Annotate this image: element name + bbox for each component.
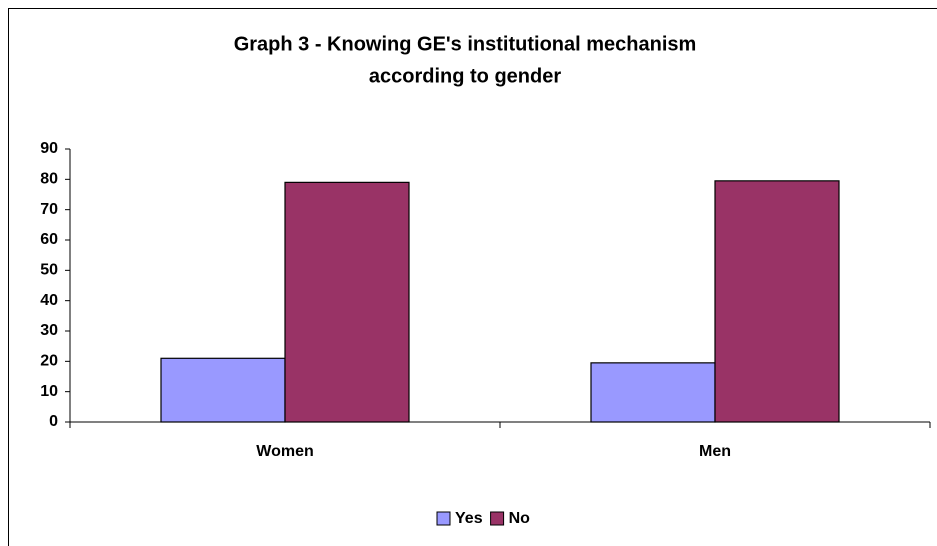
- bar: [714, 180, 840, 423]
- legend-label: No: [509, 510, 531, 527]
- legend-swatch: [436, 511, 451, 526]
- legend-label: Yes: [455, 510, 483, 527]
- chart-title: Graph 3 - Knowing GE's institutional mec…: [234, 33, 697, 55]
- chart-title: according to gender: [369, 65, 561, 87]
- y-tick-label: 20: [40, 353, 58, 370]
- y-tick-label: 60: [40, 231, 58, 248]
- y-tick-label: 40: [40, 292, 58, 309]
- y-tick-label: 70: [40, 201, 58, 218]
- y-tick-label: 0: [49, 413, 58, 430]
- bar: [284, 181, 410, 423]
- y-tick-label: 90: [40, 140, 58, 157]
- y-tick-label: 30: [40, 322, 58, 339]
- x-tick-label: Women: [256, 443, 313, 460]
- bar: [160, 357, 286, 423]
- y-tick-label: 50: [40, 262, 58, 279]
- y-tick-label: 10: [40, 383, 58, 400]
- x-tick-label: Men: [699, 443, 731, 460]
- y-tick-label: 80: [40, 171, 58, 188]
- bar: [590, 362, 716, 423]
- legend-swatch: [490, 511, 505, 526]
